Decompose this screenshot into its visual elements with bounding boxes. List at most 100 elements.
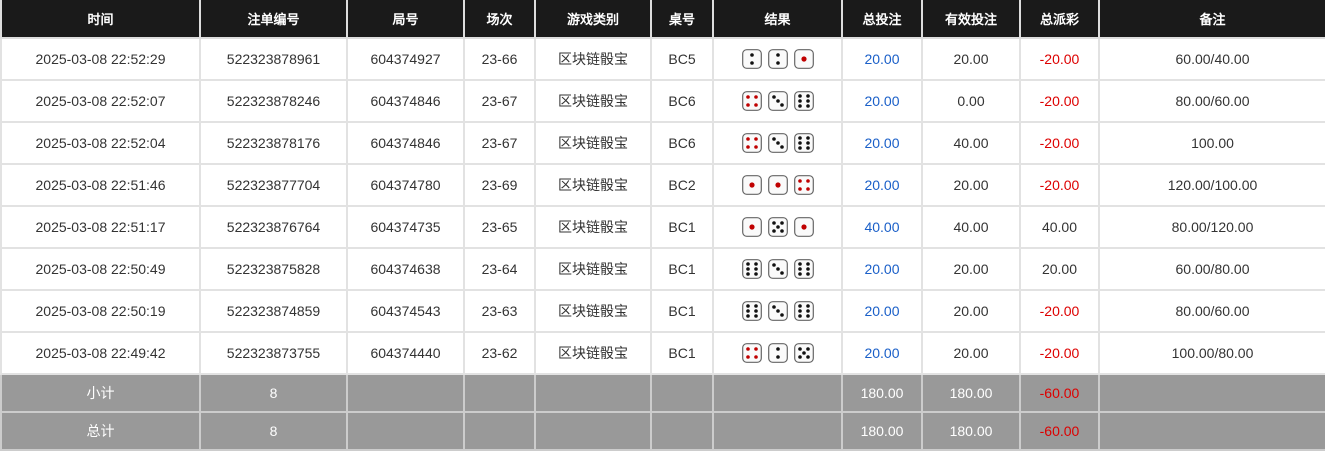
- result-cell: [712, 331, 843, 375]
- total-bet-cell: 40.00: [841, 205, 923, 249]
- table-cell: BC2: [650, 163, 714, 207]
- session-cell: 23-67: [463, 79, 536, 123]
- payout-cell: -20.00: [1019, 79, 1100, 123]
- round-cell: 604374846: [346, 79, 465, 123]
- round-cell: 604374440: [346, 331, 465, 375]
- column-header: 有效投注: [921, 0, 1021, 39]
- note-cell: 80.00/60.00: [1098, 289, 1325, 333]
- game-cell: 区块链骰宝: [534, 79, 652, 123]
- table-header: 时间 注单编号 局号 场次 游戏类别 桌号 结果 总投注 有效投注 总派彩 备注: [0, 0, 1325, 39]
- summary-count: 8: [199, 373, 348, 413]
- valid-bet-cell: 0.00: [921, 79, 1021, 123]
- time-cell: 2025-03-08 22:49:42: [0, 331, 201, 375]
- session-cell: 23-63: [463, 289, 536, 333]
- round-cell: 604374780: [346, 163, 465, 207]
- summary-label: 小计: [0, 373, 201, 413]
- table-cell: BC1: [650, 247, 714, 291]
- payout-cell: -20.00: [1019, 163, 1100, 207]
- note-cell: 100.00/80.00: [1098, 331, 1325, 375]
- summary-valid-bet: 180.00: [921, 373, 1021, 413]
- time-cell: 2025-03-08 22:50:49: [0, 247, 201, 291]
- die-face-4-icon: [741, 91, 762, 111]
- bet-id-cell: 522323874859: [199, 289, 348, 333]
- table-row[interactable]: 2025-03-08 22:52:07 522323878246 604374846…: [0, 79, 1325, 123]
- session-cell: 23-64: [463, 247, 536, 291]
- table-cell: BC5: [650, 37, 714, 81]
- die-face-5-icon: [767, 217, 788, 237]
- total-bet-cell: 20.00: [841, 163, 923, 207]
- die-face-6-icon: [793, 259, 814, 279]
- die-face-1-icon: [793, 217, 814, 237]
- die-face-1-icon: [767, 175, 788, 195]
- time-cell: 2025-03-08 22:51:17: [0, 205, 201, 249]
- session-cell: 23-69: [463, 163, 536, 207]
- column-header: 结果: [712, 0, 843, 39]
- table-cell: BC1: [650, 331, 714, 375]
- game-cell: 区块链骰宝: [534, 331, 652, 375]
- die-face-3-icon: [767, 301, 788, 321]
- table-row[interactable]: 2025-03-08 22:52:04 522323878176 604374846…: [0, 121, 1325, 165]
- result-cell: [712, 163, 843, 207]
- bet-records-table: 时间 注单编号 局号 场次 游戏类别 桌号 结果 总投注 有效投注 总派彩 备注 2025-03-0…: [0, 0, 1325, 451]
- column-header: 游戏类别: [534, 0, 652, 39]
- round-cell: 604374735: [346, 205, 465, 249]
- valid-bet-cell: 20.00: [921, 37, 1021, 81]
- result-cell: [712, 289, 843, 333]
- column-header: 注单编号: [199, 0, 348, 39]
- summary-valid-bet: 180.00: [921, 411, 1021, 451]
- bet-id-cell: 522323873755: [199, 331, 348, 375]
- round-cell: 604374543: [346, 289, 465, 333]
- round-cell: 604374927: [346, 37, 465, 81]
- die-face-4-icon: [741, 133, 762, 153]
- table-cell: BC6: [650, 79, 714, 123]
- result-cell: [712, 247, 843, 291]
- die-face-6-icon: [793, 133, 814, 153]
- table-row[interactable]: 2025-03-08 22:51:17 522323876764 604374735…: [0, 205, 1325, 249]
- summary-total-bet: 180.00: [841, 373, 923, 413]
- session-cell: 23-65: [463, 205, 536, 249]
- table-row[interactable]: 2025-03-08 22:52:29 522323878961 604374927…: [0, 37, 1325, 81]
- payout-cell: -20.00: [1019, 289, 1100, 333]
- die-face-4-icon: [793, 175, 814, 195]
- die-face-6-icon: [793, 91, 814, 111]
- time-cell: 2025-03-08 22:51:46: [0, 163, 201, 207]
- table-cell: BC6: [650, 121, 714, 165]
- total-bet-cell: 20.00: [841, 79, 923, 123]
- column-header: 时间: [0, 0, 201, 39]
- summary-count: 8: [199, 411, 348, 451]
- die-face-2-icon: [767, 49, 788, 69]
- die-face-1-icon: [741, 217, 762, 237]
- die-face-6-icon: [741, 301, 762, 321]
- die-face-3-icon: [767, 91, 788, 111]
- total-bet-cell: 20.00: [841, 121, 923, 165]
- total-bet-cell: 20.00: [841, 289, 923, 333]
- table-row[interactable]: 2025-03-08 22:50:49 522323875828 604374638…: [0, 247, 1325, 291]
- total-bet-cell: 20.00: [841, 247, 923, 291]
- column-header: 总投注: [841, 0, 923, 39]
- die-face-3-icon: [767, 259, 788, 279]
- valid-bet-cell: 40.00: [921, 205, 1021, 249]
- table-row[interactable]: 2025-03-08 22:51:46 522323877704 604374780…: [0, 163, 1325, 207]
- payout-cell: 20.00: [1019, 247, 1100, 291]
- table-row[interactable]: 2025-03-08 22:50:19 522323874859 604374543…: [0, 289, 1325, 333]
- time-cell: 2025-03-08 22:52:29: [0, 37, 201, 81]
- session-cell: 23-62: [463, 331, 536, 375]
- game-cell: 区块链骰宝: [534, 289, 652, 333]
- result-cell: [712, 79, 843, 123]
- die-face-6-icon: [793, 301, 814, 321]
- valid-bet-cell: 20.00: [921, 163, 1021, 207]
- game-cell: 区块链骰宝: [534, 163, 652, 207]
- die-face-1-icon: [793, 49, 814, 69]
- table-row[interactable]: 2025-03-08 22:49:42 522323873755 604374440…: [0, 331, 1325, 375]
- column-header: 桌号: [650, 0, 714, 39]
- subtotal-row: 小计 8 180.00 180.00 -60.00: [0, 373, 1325, 413]
- result-cell: [712, 37, 843, 81]
- result-cell: [712, 121, 843, 165]
- die-face-2-icon: [767, 343, 788, 363]
- result-cell: [712, 205, 843, 249]
- bet-id-cell: 522323878246: [199, 79, 348, 123]
- time-cell: 2025-03-08 22:50:19: [0, 289, 201, 333]
- round-cell: 604374638: [346, 247, 465, 291]
- payout-cell: -20.00: [1019, 121, 1100, 165]
- bet-id-cell: 522323877704: [199, 163, 348, 207]
